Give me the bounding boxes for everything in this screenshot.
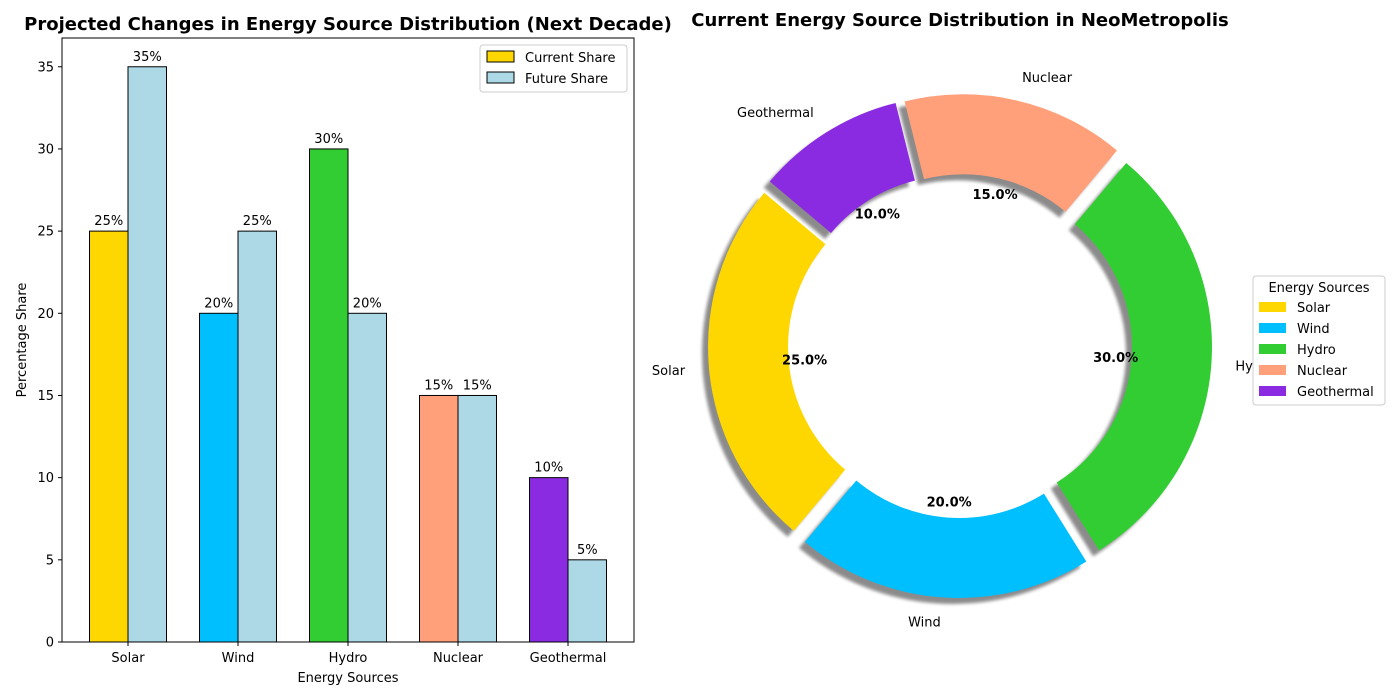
- y-tick-label-30: 30: [37, 142, 54, 157]
- bar-y-axis-label: Percentage Share: [15, 283, 30, 398]
- legend-label-nuclear: Nuclear: [1297, 364, 1348, 379]
- donut-chart: Current Energy Source Distribution in Ne…: [652, 10, 1386, 630]
- x-tick-label-hydro: Hydro: [329, 651, 368, 666]
- wedge-pct-hydro: 30.0%: [1093, 351, 1138, 366]
- bar-legend: Current Share Future Share: [479, 44, 628, 93]
- bar-current-share-wind: [199, 312, 239, 643]
- wedge-wind: [804, 480, 1087, 598]
- legend-label-current-share: Current Share: [525, 51, 615, 66]
- y-tick-label-5: 5: [46, 553, 54, 568]
- bar-current-share-nuclear: [419, 394, 459, 643]
- data-label-future-share-geothermal: 5%: [577, 543, 598, 558]
- legend-swatch-hydro: [1259, 344, 1286, 354]
- donut-wedges: [708, 94, 1212, 598]
- wedge-solar: [708, 192, 846, 531]
- wedge-hydro: [1056, 162, 1212, 551]
- y-tick-label-15: 15: [37, 389, 54, 404]
- bar-future-share-geothermal: [567, 559, 607, 643]
- wedge-nuclear: [904, 94, 1117, 212]
- wedge-geothermal: [769, 102, 915, 233]
- wedge-label-wind: Wind: [908, 615, 941, 630]
- data-label-current-share-nuclear: 15%: [424, 378, 453, 393]
- data-label-current-share-solar: 25%: [94, 214, 123, 229]
- data-label-current-share-wind: 20%: [204, 296, 233, 311]
- bar-future-share-solar: [127, 66, 167, 643]
- bar-axes: 0 5 10 15 20 25 30 35 Solar Wind Hydro Nuclear Geoth…: [37, 37, 635, 666]
- bar-future-share-nuclear: [457, 394, 497, 643]
- bar-chart: Projected Changes in Energy Source Distr…: [15, 14, 672, 686]
- bar-future-share-hydro: [347, 312, 387, 643]
- wedge-pct-solar: 25.0%: [782, 354, 827, 369]
- wedge-pct-geothermal: 10.0%: [855, 208, 900, 223]
- bar-current-share-solar: [89, 230, 129, 643]
- y-tick-label-25: 25: [37, 225, 54, 240]
- x-tick-label-geothermal: Geothermal: [530, 651, 607, 666]
- bar-series-group: [89, 66, 607, 643]
- legend-label-geothermal: Geothermal: [1297, 385, 1374, 400]
- legend-swatch-nuclear: [1259, 365, 1286, 375]
- legend-swatch-current-share: [486, 50, 515, 63]
- y-tick-label-20: 20: [37, 307, 54, 322]
- data-label-future-share-wind: 25%: [243, 214, 272, 229]
- wedge-label-solar: Solar: [652, 364, 686, 379]
- legend-label-hydro: Hydro: [1297, 343, 1336, 358]
- data-label-current-share-hydro: 30%: [314, 132, 343, 147]
- donut-chart-title: Current Energy Source Distribution in Ne…: [691, 10, 1228, 31]
- bar-data-labels: 25% 20% 30% 15% 10% 35% 25% 20% 15% 5%: [94, 50, 597, 558]
- legend-label-solar: Solar: [1297, 301, 1331, 316]
- bar-future-share-wind: [237, 230, 277, 643]
- donut-legend-items: Solar Wind Hydro Nuclear Geothermal: [1259, 301, 1374, 400]
- bar-x-axis-label: Energy Sources: [297, 671, 398, 686]
- donut-legend: Energy Sources Solar Wind Hydro Nuclear Geot…: [1252, 275, 1386, 406]
- legend-label-wind: Wind: [1297, 322, 1330, 337]
- x-tick-label-nuclear: Nuclear: [433, 651, 484, 666]
- x-tick-label-wind: Wind: [222, 651, 255, 666]
- data-label-future-share-nuclear: 15%: [463, 378, 492, 393]
- legend-swatch-future-share: [486, 71, 515, 84]
- legend-swatch-geothermal: [1259, 386, 1286, 396]
- y-tick-label-0: 0: [46, 636, 54, 651]
- bar-chart-title: Projected Changes in Energy Source Distr…: [24, 14, 672, 35]
- bar-current-share-geothermal: [529, 477, 569, 643]
- wedge-pct-nuclear: 15.0%: [973, 188, 1018, 203]
- y-tick-label-35: 35: [37, 60, 54, 75]
- data-label-future-share-hydro: 20%: [353, 296, 382, 311]
- legend-label-future-share: Future Share: [525, 72, 608, 87]
- wedge-pct-wind: 20.0%: [927, 496, 972, 511]
- bar-current-share-hydro: [309, 148, 349, 643]
- legend-swatch-solar: [1259, 302, 1286, 312]
- donut-legend-title: Energy Sources: [1268, 281, 1369, 296]
- data-label-future-share-solar: 35%: [133, 50, 162, 65]
- legend-swatch-wind: [1259, 323, 1286, 333]
- wedge-label-geothermal: Geothermal: [737, 106, 814, 121]
- y-tick-label-10: 10: [37, 471, 54, 486]
- data-label-current-share-geothermal: 10%: [534, 461, 563, 476]
- bar-legend-frame: [479, 44, 628, 93]
- x-tick-label-solar: Solar: [111, 651, 145, 666]
- wedge-label-nuclear: Nuclear: [1022, 71, 1073, 86]
